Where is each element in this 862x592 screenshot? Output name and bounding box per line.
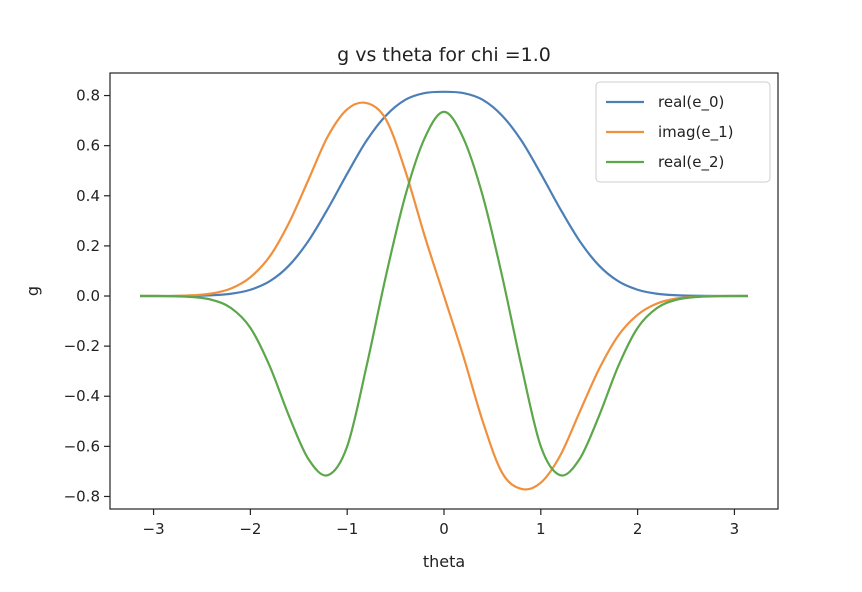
y-tick-label: −0.6 <box>64 437 100 455</box>
legend-label: imag(e_1) <box>658 123 733 142</box>
series-line-imag(e_1) <box>140 101 748 491</box>
series-line-real(e_0) <box>140 90 748 298</box>
legend-box <box>595 81 771 183</box>
series-line-real(e_2) <box>140 110 748 477</box>
y-axis: −0.8 −0.6 −0.4 −0.2 0.0 0.2 0.4 0.6 0.8 <box>64 87 110 505</box>
y-tick-label: 0.4 <box>76 187 100 205</box>
y-tick-label: −0.4 <box>64 387 100 405</box>
plot-area <box>140 90 748 491</box>
x-tick-label: 3 <box>730 520 740 538</box>
x-tick-label: 2 <box>633 520 643 538</box>
y-tick-label: 0.0 <box>76 287 100 305</box>
y-axis-title: g <box>23 286 42 296</box>
chart-title: g vs theta for chi =1.0 <box>337 44 551 66</box>
x-tick-label: −2 <box>239 520 261 538</box>
x-axis-title: theta <box>423 552 465 571</box>
y-tick-label: 0.6 <box>76 137 100 155</box>
legend: real(e_0) imag(e_1) real(e_2) <box>595 81 771 183</box>
x-tick-label: −3 <box>143 520 165 538</box>
legend-label: real(e_2) <box>658 153 724 172</box>
legend-label: real(e_0) <box>658 93 724 112</box>
y-tick-label: 0.8 <box>76 87 100 105</box>
x-tick-label: −1 <box>336 520 358 538</box>
x-tick-label: 0 <box>439 520 449 538</box>
y-tick-label: 0.2 <box>76 237 100 255</box>
x-tick-label: 1 <box>536 520 546 538</box>
y-tick-label: −0.2 <box>64 337 100 355</box>
y-tick-label: −0.8 <box>64 487 100 505</box>
x-axis: −3 −2 −1 0 1 2 3 <box>143 509 740 538</box>
